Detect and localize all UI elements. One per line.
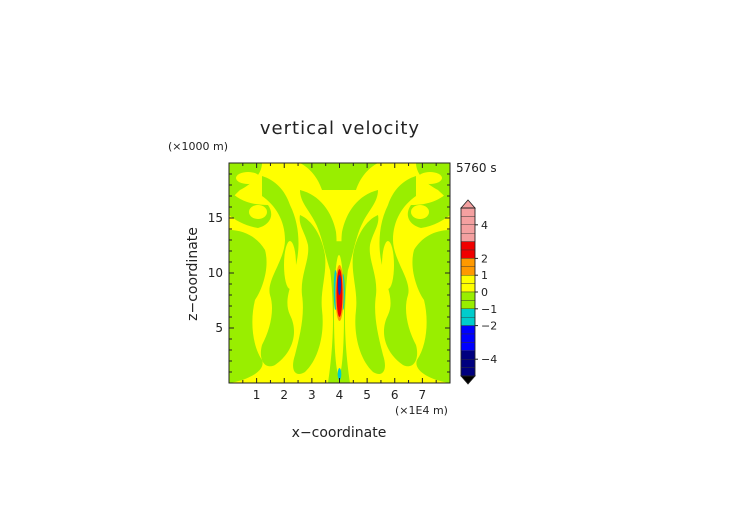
colorbar-band bbox=[460, 308, 476, 318]
x-tick-label: 3 bbox=[308, 388, 316, 402]
colorbar-band bbox=[460, 258, 476, 267]
colorbar-tick-label: −4 bbox=[481, 353, 497, 366]
colorbar-band bbox=[460, 359, 476, 368]
colorbar-max-arrow bbox=[460, 199, 476, 209]
colorbar-band bbox=[460, 333, 476, 343]
x-tick-label: 1 bbox=[253, 388, 261, 402]
colorbar-band bbox=[460, 207, 476, 217]
y-axis: 5 10 15 bbox=[208, 173, 450, 373]
x-tick-label: 5 bbox=[363, 388, 371, 402]
colorbar-band bbox=[460, 300, 476, 309]
colorbar: 4 2 1 0 −1 −2 −4 bbox=[460, 199, 497, 385]
colorbar-band bbox=[460, 224, 476, 234]
time-label: 5760 s bbox=[456, 161, 497, 175]
colorbar-band bbox=[460, 317, 476, 326]
colorbar-tick-label: 0 bbox=[481, 286, 488, 299]
y-tick-label: 5 bbox=[215, 321, 223, 335]
colorbar-band bbox=[460, 241, 476, 251]
y-unit-label: (×1000 m) bbox=[168, 140, 228, 153]
plot-area: 1 2 3 4 5 6 7 5 10 15 bbox=[208, 162, 451, 402]
colorbar-band bbox=[460, 342, 476, 351]
colorbar-band bbox=[460, 266, 476, 276]
colorbar-min-arrow bbox=[460, 375, 476, 385]
colorbar-tick-label: 1 bbox=[481, 269, 488, 282]
colorbar-tick-label: 4 bbox=[481, 219, 488, 232]
colorbar-band bbox=[460, 275, 476, 284]
central-updraft bbox=[333, 265, 345, 380]
x-unit-label: (×1E4 m) bbox=[395, 404, 448, 417]
colorbar-band bbox=[460, 249, 476, 259]
x-tick-label: 2 bbox=[280, 388, 288, 402]
colorbar-band bbox=[460, 325, 476, 335]
chart-title: vertical velocity bbox=[260, 118, 420, 139]
y-tick-label: 10 bbox=[208, 266, 223, 280]
x-tick-label: 4 bbox=[336, 388, 344, 402]
y-axis-label: z−coordinate bbox=[185, 227, 201, 321]
x-axis-label: x−coordinate bbox=[292, 425, 387, 441]
colorbar-band bbox=[460, 216, 476, 225]
x-tick-label: 7 bbox=[419, 388, 427, 402]
colorbar-tick-label: −1 bbox=[481, 303, 497, 316]
colorbar-band bbox=[460, 367, 476, 377]
colorbar-band bbox=[460, 283, 476, 293]
colorbar-band bbox=[460, 291, 476, 301]
colorbar-tick-label: 2 bbox=[481, 252, 488, 265]
velocity-field bbox=[229, 163, 450, 383]
x-tick-label: 6 bbox=[391, 388, 399, 402]
colorbar-tick-label: −2 bbox=[481, 320, 497, 333]
x-axis: 1 2 3 4 5 6 7 bbox=[242, 163, 437, 402]
colorbar-band bbox=[460, 232, 476, 242]
colorbar-band bbox=[460, 350, 476, 360]
y-tick-label: 15 bbox=[208, 211, 223, 225]
